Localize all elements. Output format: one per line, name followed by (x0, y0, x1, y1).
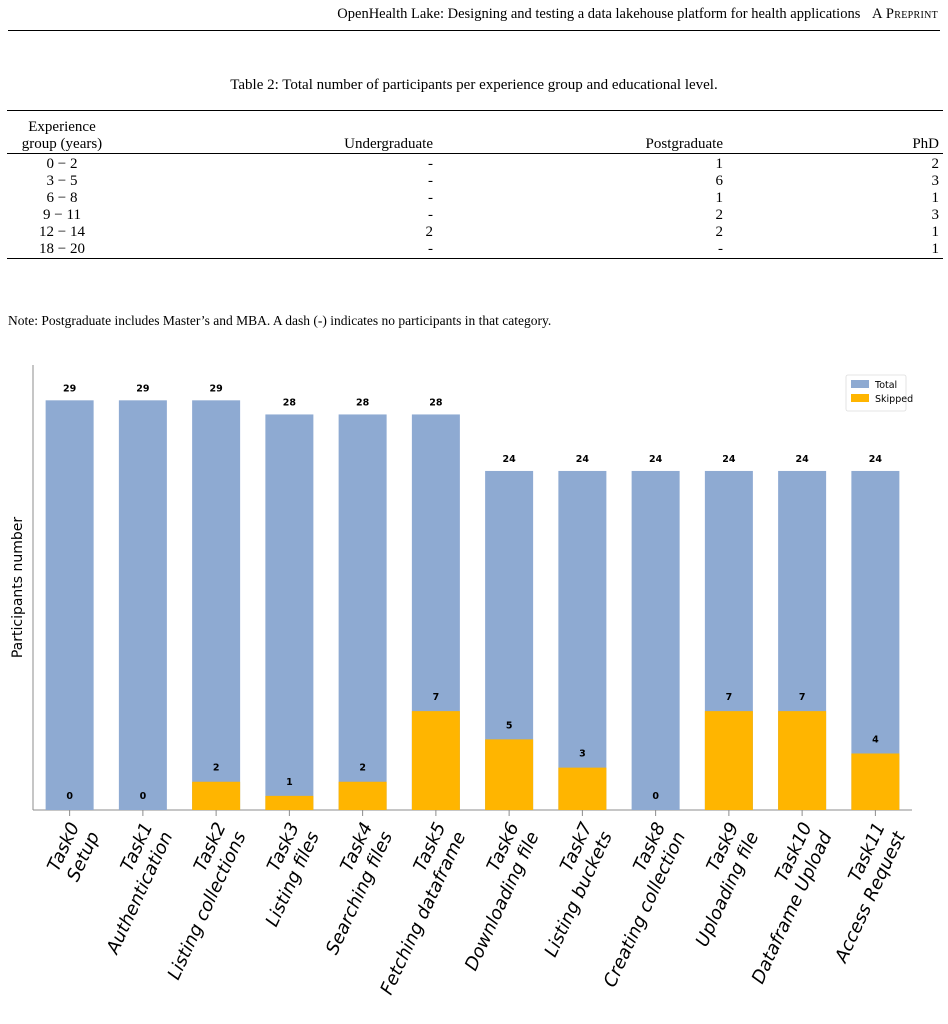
table-cell-postgraduate: 6 (715, 173, 724, 189)
bar-skipped (778, 711, 827, 810)
legend-label: Skipped (875, 394, 913, 405)
bar-total (118, 400, 167, 810)
data-label-skipped: 0 (66, 791, 73, 802)
data-label-skipped: 0 (652, 791, 659, 802)
table-cell-undergraduate: - (428, 207, 433, 223)
table-cell-undergraduate: - (428, 190, 433, 206)
table-row: 6 − 8 - 1 1 (7, 190, 943, 207)
x-tick-label: Task3Listing files (242, 819, 324, 930)
col-header-experience-line2: group (years) (21, 136, 103, 152)
table-cell-phd: 1 (931, 241, 940, 257)
bar-total (558, 470, 607, 810)
col-header-experience: Experience group (years) (7, 111, 117, 154)
table-row: 12 − 14 2 2 1 (7, 224, 943, 241)
table-cell-phd: 1 (931, 224, 940, 240)
data-label-skipped: 7 (799, 692, 806, 703)
data-label-total: 24 (576, 454, 590, 465)
table-header-row: Experience group (years) Undergraduate P… (7, 111, 943, 154)
data-label-skipped: 2 (359, 763, 366, 774)
data-label-skipped: 2 (213, 763, 220, 774)
table-note: Note: Postgraduate includes Master’s and… (8, 313, 552, 328)
data-label-total: 24 (796, 454, 810, 465)
table-caption: Table 2: Total number of participants pe… (230, 77, 718, 93)
col-header-phd: PhD (912, 136, 939, 152)
table-row: 18 − 20 - - 1 (7, 241, 943, 259)
bar-skipped (704, 711, 753, 810)
bar-total (45, 400, 94, 810)
table-cell-group: 12 − 14 (39, 224, 85, 240)
table-cell-postgraduate: 2 (715, 207, 724, 223)
data-label-skipped: 4 (872, 734, 879, 745)
data-label-skipped: 3 (579, 749, 586, 760)
bar-skipped (558, 767, 607, 810)
table-cell-undergraduate: - (428, 173, 433, 189)
col-header-undergraduate: Undergraduate (344, 136, 433, 152)
table-row: 9 − 11 - 2 3 (7, 207, 943, 224)
bar-total (265, 414, 314, 810)
bar-skipped (338, 781, 387, 810)
y-axis-label: Participants number (10, 517, 26, 659)
x-tick-label: Task0Setup (43, 819, 104, 885)
data-label-skipped: 7 (726, 692, 733, 703)
table-cell-phd: 1 (931, 190, 940, 206)
data-label-total: 28 (429, 397, 443, 408)
data-label-total: 29 (210, 383, 223, 394)
table-cell-group: 9 − 11 (43, 207, 81, 223)
table-row: 0 − 2 - 1 2 (7, 154, 943, 174)
data-label-total: 24 (503, 454, 517, 465)
bar-total (192, 400, 241, 810)
bar-total (338, 414, 387, 810)
bar-skipped (485, 739, 534, 810)
data-label-total: 28 (356, 397, 370, 408)
bar-skipped (411, 711, 460, 810)
table-cell-phd: 3 (931, 173, 940, 189)
bar-skipped (851, 753, 900, 810)
legend-label: Total (874, 380, 897, 391)
table-cell-group: 18 − 20 (39, 241, 85, 257)
table-cell-undergraduate: - (428, 156, 433, 172)
table-cell-group: 3 − 5 (46, 173, 78, 189)
data-label-skipped: 0 (140, 791, 147, 802)
col-header-postgraduate: Postgraduate (645, 136, 723, 152)
bar-total (631, 470, 680, 810)
data-label-skipped: 5 (506, 720, 513, 731)
participants-table: Experience group (years) Undergraduate P… (7, 110, 943, 259)
bar-skipped (192, 781, 241, 810)
data-label-total: 28 (283, 397, 297, 408)
table-cell-group: 6 − 8 (46, 190, 78, 206)
table-cell-postgraduate: 2 (715, 224, 724, 240)
data-label-total: 29 (136, 383, 149, 394)
col-header-experience-line1: Experience (28, 119, 96, 135)
data-label-total: 29 (63, 383, 76, 394)
bar-skipped (265, 795, 314, 810)
data-label-total: 24 (722, 454, 736, 465)
legend-swatch (851, 380, 869, 388)
paper-title: OpenHealth Lake: Designing and testing a… (337, 6, 861, 22)
table-cell-postgraduate: - (718, 241, 723, 257)
bar-chart: Participants number290Task0Setup290Task1… (10, 365, 913, 998)
table-cell-postgraduate: 1 (715, 156, 724, 172)
data-label-total: 24 (869, 454, 883, 465)
table-row: 3 − 5 - 6 3 (7, 173, 943, 190)
header-rule (8, 30, 940, 31)
preprint-tag: A Preprint (871, 6, 938, 22)
table-cell-postgraduate: 1 (715, 190, 724, 206)
data-label-total: 24 (649, 454, 663, 465)
data-label-skipped: 1 (286, 777, 293, 788)
running-header: OpenHealth Lake: Designing and testing a… (337, 6, 938, 23)
table-cell-group: 0 − 2 (46, 156, 78, 172)
data-label-skipped: 7 (433, 692, 440, 703)
table-cell-phd: 3 (931, 207, 940, 223)
table-cell-phd: 2 (931, 156, 940, 172)
table-cell-undergraduate: 2 (425, 224, 434, 240)
legend-swatch (851, 394, 869, 402)
table-cell-undergraduate: - (428, 241, 433, 257)
